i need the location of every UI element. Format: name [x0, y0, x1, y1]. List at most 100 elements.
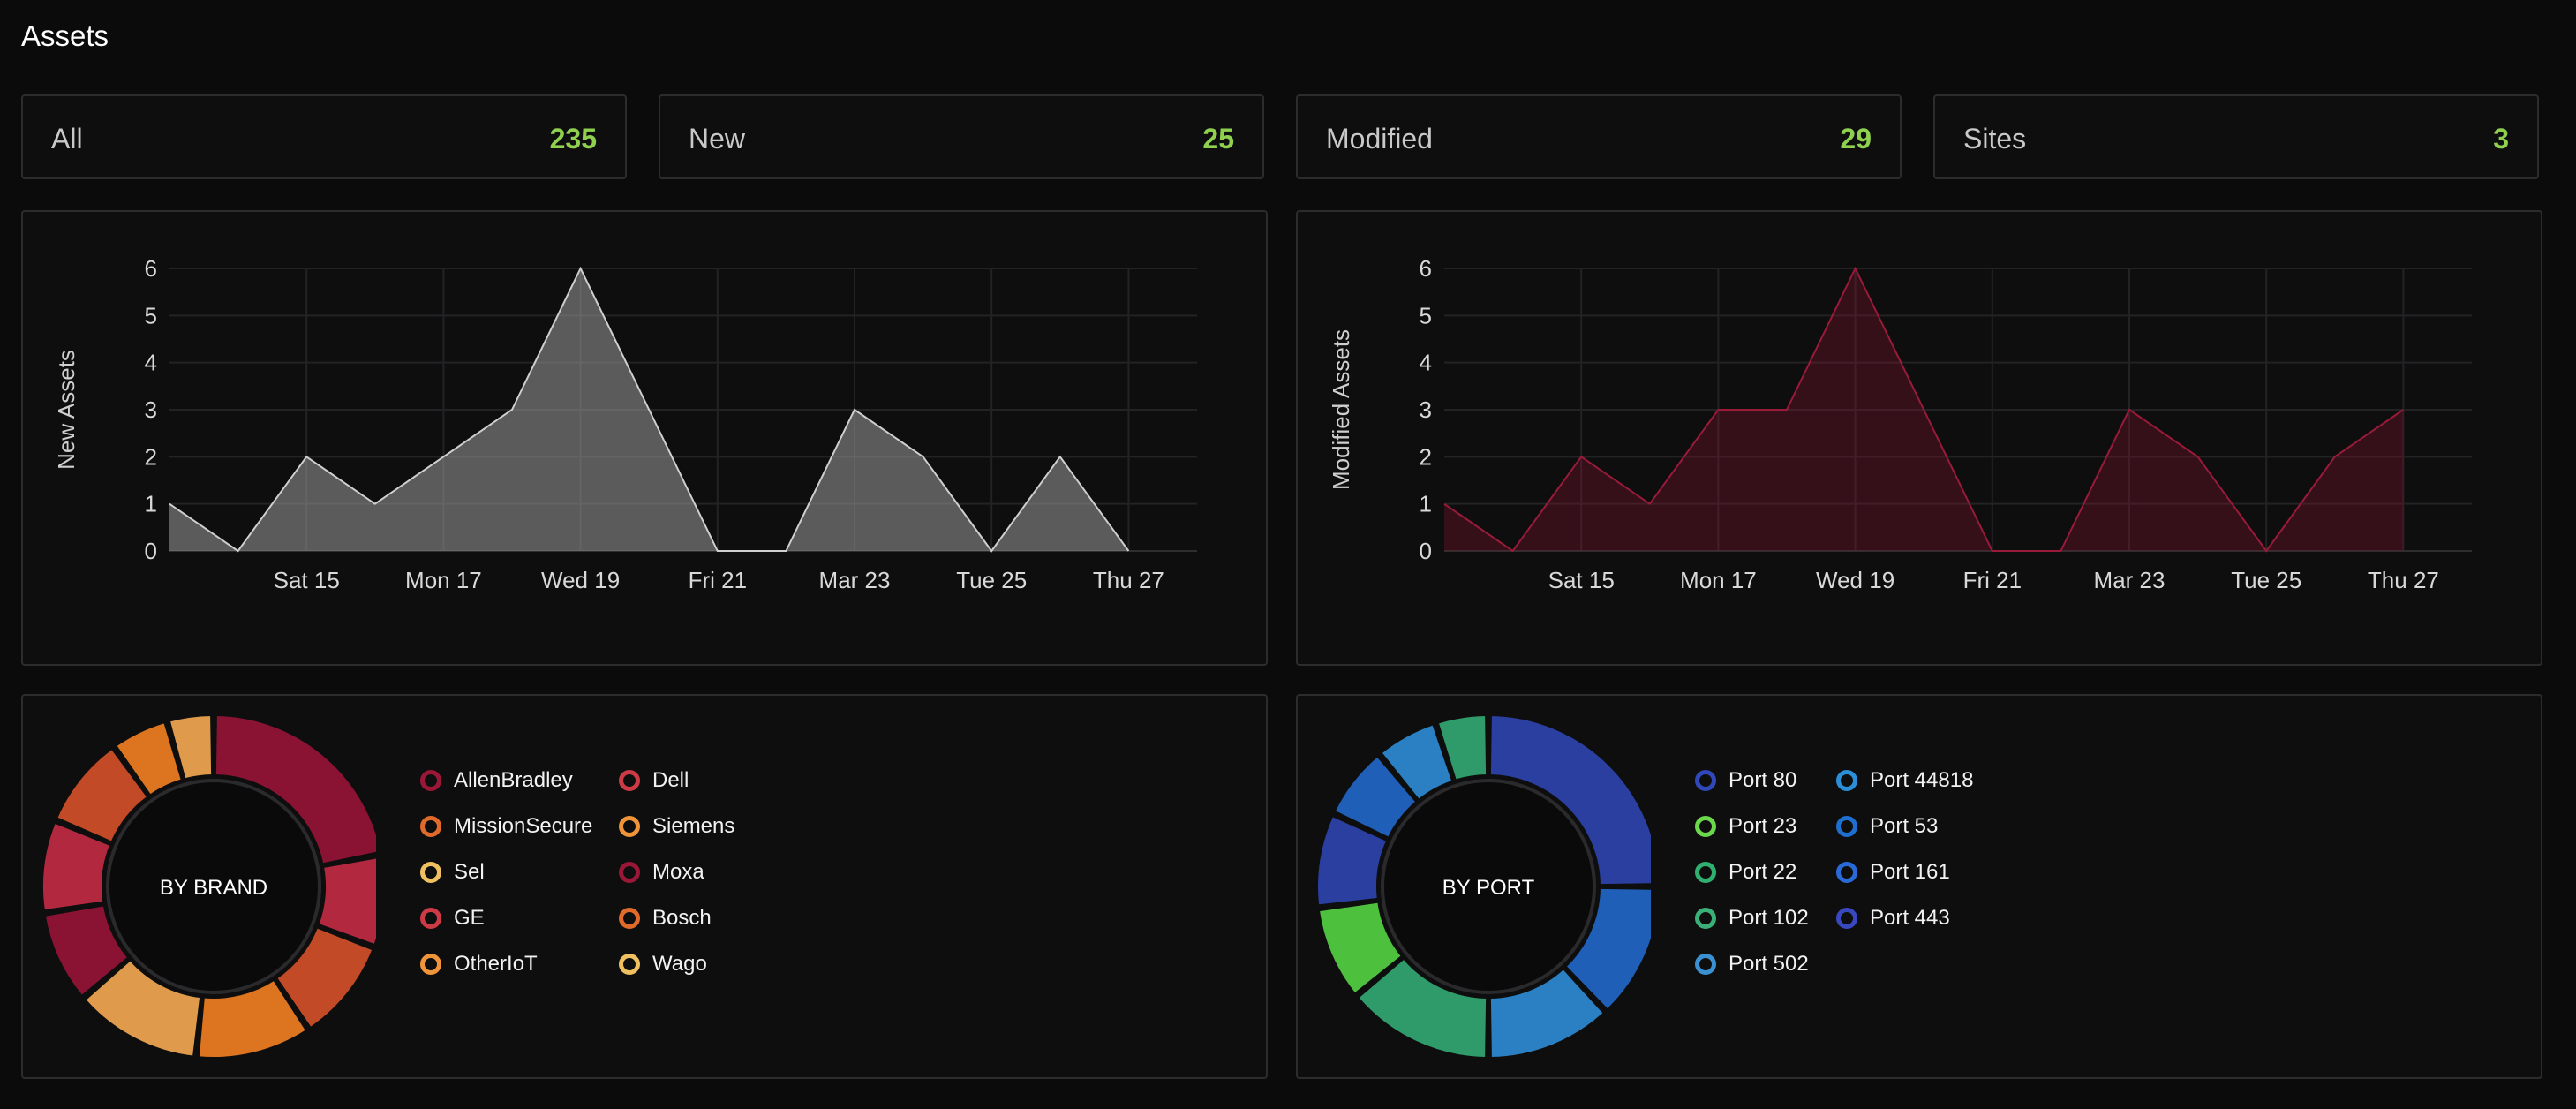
donut-segment[interactable] — [41, 821, 112, 912]
legend-color-icon — [619, 862, 640, 883]
legend-color-icon — [420, 954, 441, 975]
legend-item[interactable]: Port 23 — [1695, 809, 1796, 844]
legend-item[interactable]: Siemens — [619, 809, 734, 844]
x-tick-label: Mon 17 — [1680, 567, 1757, 593]
stat-card-modified[interactable]: Modified 29 — [1296, 94, 1902, 179]
legend-label: Sel — [454, 860, 485, 884]
legend-item[interactable]: Port 22 — [1695, 855, 1796, 890]
stat-card-new[interactable]: New 25 — [659, 94, 1264, 179]
brand-donut-chart: BY BRAND — [41, 714, 386, 1059]
donut-segment[interactable] — [1357, 957, 1488, 1059]
stat-card-sites[interactable]: Sites 3 — [1933, 94, 2539, 179]
legend-color-icon — [1836, 770, 1857, 791]
x-tick-label: Mar 23 — [819, 567, 891, 593]
donut-segment[interactable] — [84, 959, 202, 1058]
donut-segment[interactable] — [1488, 968, 1605, 1059]
donut-segment[interactable] — [275, 926, 374, 1029]
series-line — [1443, 266, 2404, 553]
legend-label: Moxa — [652, 860, 704, 884]
y-tick-label: 0 — [145, 538, 157, 564]
stat-value: 29 — [1840, 123, 1872, 155]
legend-item[interactable]: Port 53 — [1836, 809, 1938, 844]
legend-color-icon — [1836, 908, 1857, 929]
brand-donut-panel: BY BRAND AllenBradley Dell MissionSecure Si… — [21, 694, 1268, 1079]
legend-label: Port 443 — [1870, 906, 1950, 930]
x-tick-label: Mar 23 — [2094, 567, 2165, 593]
legend-label: Wago — [652, 952, 707, 976]
legend-item[interactable]: OtherIoT — [420, 947, 538, 982]
y-tick-label: 4 — [1420, 350, 1432, 376]
legend-label: Port 53 — [1870, 814, 1939, 838]
stat-label: New — [689, 123, 746, 155]
donut-segment[interactable] — [56, 747, 149, 843]
stat-label: Sites — [1963, 123, 2027, 155]
y-tick-label: 0 — [1420, 538, 1432, 564]
legend-item[interactable]: Bosch — [619, 901, 712, 936]
legend-color-icon — [1836, 862, 1857, 883]
x-tick-label: Thu 27 — [2368, 567, 2439, 593]
legend-color-icon — [619, 770, 640, 791]
donut-center-label: BY BRAND — [160, 876, 267, 900]
donut-center — [1381, 779, 1596, 994]
legend-item[interactable]: Port 161 — [1836, 855, 1950, 890]
donut-segment[interactable] — [168, 714, 214, 781]
legend-color-icon — [1695, 908, 1716, 929]
legend-color-icon — [1695, 862, 1716, 883]
donut-segment[interactable] — [43, 904, 130, 997]
legend-label: Port 44818 — [1870, 768, 1974, 792]
legend-item[interactable]: MissionSecure — [420, 809, 592, 844]
legend-label: Bosch — [652, 906, 712, 930]
legend-label: Port 80 — [1729, 768, 1797, 792]
legend-item[interactable]: Port 443 — [1836, 901, 1950, 936]
legend-label: Port 22 — [1729, 860, 1797, 884]
donut-segment[interactable] — [1317, 901, 1403, 995]
modified-assets-chart-panel: 0 1 2 3 4 5 6 Sat 15 Mon 17 Wed 19 Fri 21 Mar 23 Tue… — [1296, 210, 2542, 666]
y-axis-label: Modified Assets — [1328, 329, 1354, 490]
legend-item[interactable]: Sel — [420, 855, 485, 890]
y-tick-label: 2 — [1420, 443, 1432, 470]
legend-color-icon — [1695, 954, 1716, 975]
legend-item[interactable]: AllenBradley — [420, 763, 573, 798]
x-tick-label: Sat 15 — [1548, 567, 1615, 593]
legend-label: Port 102 — [1729, 906, 1809, 930]
donut-segment[interactable] — [115, 721, 183, 796]
port-donut-panel: BY PORT Port 80 Port 44818 Port 23 Port 53 P… — [1296, 694, 2542, 1079]
x-tick-label: Sat 15 — [274, 567, 340, 593]
y-tick-label: 5 — [145, 302, 157, 328]
legend-item[interactable]: Port 102 — [1695, 901, 1809, 936]
legend-item[interactable]: Dell — [619, 763, 689, 798]
donut-center — [106, 779, 321, 994]
legend-item[interactable]: Port 44818 — [1836, 763, 1973, 798]
y-tick-label: 1 — [1420, 491, 1432, 517]
donut-segment[interactable] — [1380, 723, 1454, 801]
legend-item[interactable]: Wago — [619, 947, 707, 982]
legend-label: Port 23 — [1729, 814, 1797, 838]
legend-item[interactable]: Port 502 — [1695, 947, 1809, 982]
legend-label: GE — [454, 906, 485, 930]
port-donut-chart: BY PORT — [1316, 714, 1661, 1059]
donut-segment[interactable] — [1436, 714, 1488, 781]
legend-color-icon — [420, 816, 441, 837]
legend-color-icon — [619, 908, 640, 929]
stat-value: 25 — [1202, 123, 1234, 155]
stat-value: 3 — [2493, 123, 2509, 155]
legend-label: Port 161 — [1870, 860, 1950, 884]
new-assets-chart-panel: 0 1 2 3 4 5 6 Sat 15 Mon 17 Wed 19 Fri 21 Mar 23 Tue… — [21, 210, 1268, 666]
legend-label: MissionSecure — [454, 814, 593, 838]
legend-item[interactable]: Port 80 — [1695, 763, 1796, 798]
legend-label: Port 502 — [1729, 952, 1809, 976]
y-tick-label: 2 — [145, 443, 157, 470]
y-axis-label: New Assets — [53, 350, 79, 470]
y-tick-label: 3 — [1420, 396, 1432, 423]
stat-card-all[interactable]: All 235 — [21, 94, 627, 179]
donut-segment[interactable] — [197, 978, 307, 1059]
stat-label: All — [51, 123, 83, 155]
legend-item[interactable]: GE — [420, 901, 485, 936]
donut-segment[interactable] — [1333, 755, 1418, 839]
legend-color-icon — [619, 954, 640, 975]
legend-item[interactable]: Moxa — [619, 855, 704, 890]
donut-segment[interactable] — [1316, 815, 1389, 907]
legend-label: OtherIoT — [454, 952, 538, 976]
y-tick-label: 6 — [145, 255, 157, 282]
stat-value: 235 — [549, 123, 597, 155]
